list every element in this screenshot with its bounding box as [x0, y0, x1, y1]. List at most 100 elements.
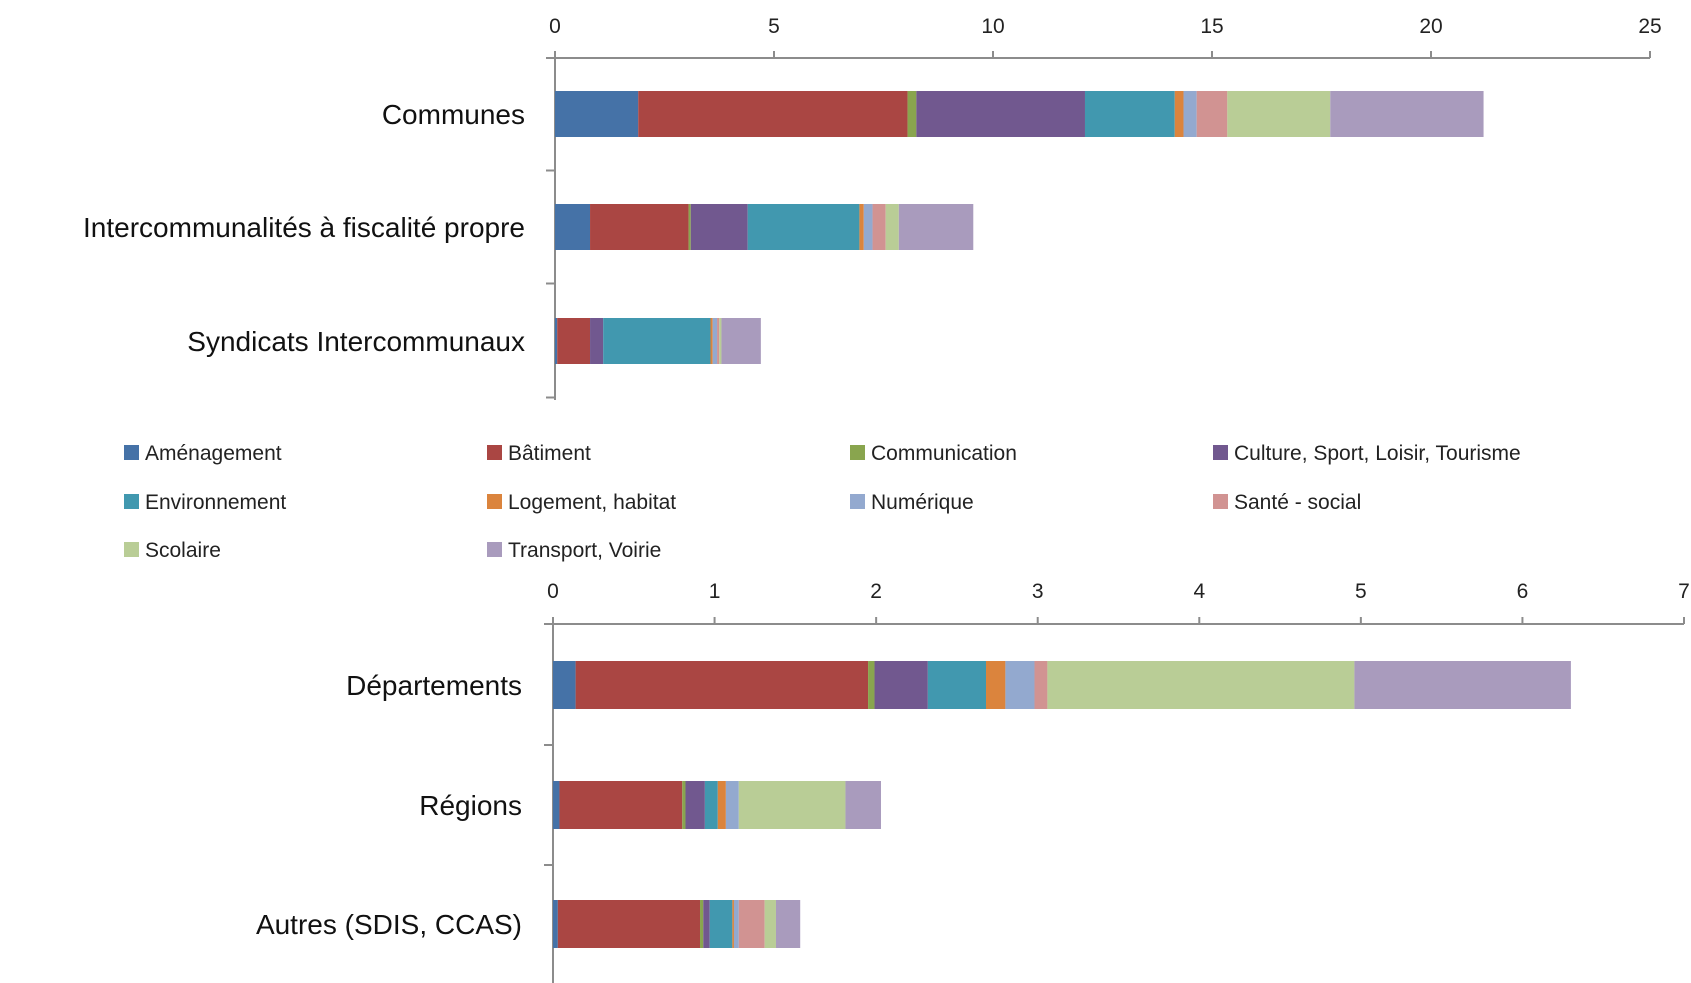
- category-label: Intercommunalités à fiscalité propre: [83, 212, 525, 243]
- legend-swatch-sante-social: [1213, 494, 1228, 509]
- bar-segment-scolaire: [764, 900, 776, 948]
- value-axis-tick-label: 6: [1517, 580, 1529, 603]
- bar-segment-transport-voirie: [1354, 661, 1571, 709]
- bar-segment-scolaire: [738, 781, 846, 829]
- bar-segment-transport-voirie: [845, 781, 881, 829]
- legend-label-communication: Communication: [871, 442, 1017, 465]
- bar-segment-sante-social: [738, 900, 765, 948]
- bar-segment-culture-sport-loisir-tourisme: [690, 204, 748, 250]
- bar-segment-batiment: [557, 318, 591, 364]
- value-axis-tick-label: 4: [1193, 580, 1205, 603]
- bar-segment-culture-sport-loisir-tourisme: [685, 781, 705, 829]
- value-axis-tick-label: 0: [547, 580, 559, 603]
- bar-segment-culture-sport-loisir-tourisme: [703, 900, 710, 948]
- bar-segment-logement-habitat: [717, 781, 726, 829]
- bar-segment-environnement: [927, 661, 987, 709]
- value-axis-tick-label: 5: [1355, 580, 1367, 603]
- legend-label-transport-voirie: Transport, Voirie: [508, 539, 661, 562]
- bar-segment-amenagement: [555, 91, 639, 137]
- value-axis-tick-label: 0: [549, 15, 561, 38]
- value-axis-tick-label: 7: [1678, 580, 1690, 603]
- bar-segment-batiment: [557, 900, 701, 948]
- bar-segment-logement-habitat: [710, 318, 713, 364]
- legend-swatch-batiment: [487, 445, 502, 460]
- bar-segment-scolaire: [1047, 661, 1355, 709]
- bar-segment-communication: [907, 91, 917, 137]
- bar-segment-batiment: [590, 204, 689, 250]
- bar-segment-amenagement: [555, 318, 558, 364]
- bar-segment-amenagement: [553, 781, 560, 829]
- bar-segment-culture-sport-loisir-tourisme: [916, 91, 1085, 137]
- category-label: Régions: [419, 790, 522, 821]
- category-label: Autres (SDIS, CCAS): [256, 909, 522, 940]
- category-label: Syndicats Intercommunaux: [187, 326, 525, 357]
- legend-swatch-logement-habitat: [487, 494, 502, 509]
- top-stacked-bar-chart: 0 5 10 15 20 25 Communes Intercommunalités à fi…: [83, 15, 1662, 400]
- bar-segment-batiment: [575, 661, 869, 709]
- bar-segment-sante-social: [1196, 91, 1228, 137]
- value-axis-tick-label: 15: [1200, 15, 1223, 38]
- bar-segment-scolaire: [719, 318, 722, 364]
- bar-segment-transport-voirie: [775, 900, 801, 948]
- bar-segment-sante-social: [872, 204, 886, 250]
- bar-segment-communication: [682, 781, 686, 829]
- bar-segment-logement-habitat: [986, 661, 1006, 709]
- legend-label-scolaire: Scolaire: [145, 539, 221, 562]
- bar-segment-scolaire: [885, 204, 899, 250]
- value-axis-tick-label: 5: [768, 15, 780, 38]
- bar-segment-environnement: [747, 204, 860, 250]
- bar-segment-scolaire: [1227, 91, 1331, 137]
- chart-legend: Aménagement Bâtiment Communication Culture,…: [124, 442, 1521, 562]
- bar-segment-environnement: [704, 781, 718, 829]
- legend-label-sante-social: Santé - social: [1234, 491, 1361, 514]
- bottom-stacked-bar-chart: 0 1 2 3 4 5 6 7 Départements Régions Autres (SDIS,…: [256, 580, 1690, 983]
- category-label: Départements: [346, 670, 522, 701]
- bar-segment-amenagement: [555, 204, 591, 250]
- value-axis-tick-label: 20: [1419, 15, 1442, 38]
- bar-segment-batiment: [638, 91, 908, 137]
- legend-swatch-environnement: [124, 494, 139, 509]
- bar-segment-logement-habitat: [732, 900, 734, 948]
- value-axis-tick-label: 25: [1638, 15, 1661, 38]
- bar-segment-transport-voirie: [1330, 91, 1484, 137]
- legend-label-amenagement: Aménagement: [145, 442, 282, 465]
- bar-segment-sante-social: [1034, 661, 1048, 709]
- bar-segment-culture-sport-loisir-tourisme: [590, 318, 604, 364]
- bar-segment-environnement: [603, 318, 711, 364]
- bar-segment-numerique: [725, 781, 739, 829]
- bar-segment-batiment: [559, 781, 683, 829]
- legend-swatch-culture-sport-loisir-tourisme: [1213, 445, 1228, 460]
- legend-label-batiment: Bâtiment: [508, 442, 591, 465]
- legend-swatch-transport-voirie: [487, 542, 502, 557]
- bar-segment-transport-voirie: [721, 318, 761, 364]
- bar-segment-amenagement: [553, 661, 576, 709]
- bar-segment-sante-social: [717, 318, 720, 364]
- legend-label-numerique: Numérique: [871, 491, 974, 514]
- bar-segment-culture-sport-loisir-tourisme: [874, 661, 928, 709]
- legend-swatch-amenagement: [124, 445, 139, 460]
- value-axis-tick-label: 3: [1032, 580, 1044, 603]
- bar-segment-logement-habitat: [1174, 91, 1184, 137]
- bar-segment-environnement: [1084, 91, 1175, 137]
- bar-segment-communication: [700, 900, 704, 948]
- legend-swatch-scolaire: [124, 542, 139, 557]
- bar-segment-environnement: [709, 900, 733, 948]
- value-axis-tick-label: 2: [870, 580, 882, 603]
- category-label: Communes: [382, 99, 525, 130]
- bar-segment-transport-voirie: [898, 204, 974, 250]
- bar-segment-numerique: [712, 318, 718, 364]
- bar-segment-numerique: [733, 900, 739, 948]
- legend-swatch-communication: [850, 445, 865, 460]
- value-axis-tick-label: 10: [981, 15, 1004, 38]
- bar-segment-amenagement: [553, 900, 558, 948]
- bar-segment-numerique: [1005, 661, 1035, 709]
- legend-label-culture-sport-loisir-tourisme: Culture, Sport, Loisir, Tourisme: [1234, 442, 1521, 465]
- bar-segment-communication: [868, 661, 875, 709]
- legend-swatch-numerique: [850, 494, 865, 509]
- bar-segment-numerique: [863, 204, 873, 250]
- bar-segment-communication: [688, 204, 691, 250]
- legend-label-environnement: Environnement: [145, 491, 286, 514]
- legend-label-logement-habitat: Logement, habitat: [508, 491, 676, 514]
- bar-segment-numerique: [1183, 91, 1197, 137]
